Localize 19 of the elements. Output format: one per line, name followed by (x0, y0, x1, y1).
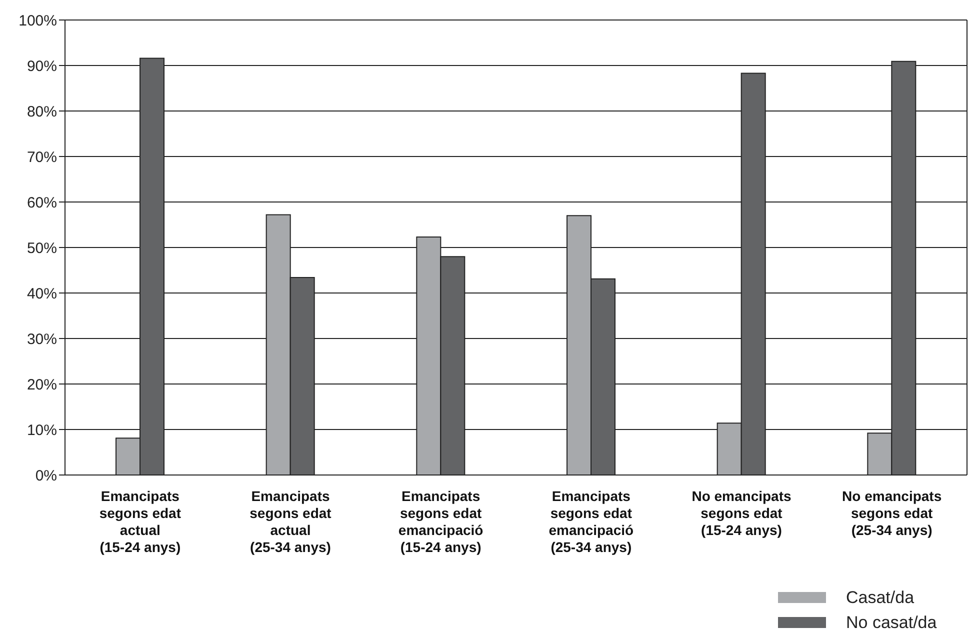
y-tick-label: 100% (18, 12, 57, 30)
y-tick-label: 20% (26, 376, 57, 394)
legend-label: Casat/da (845, 586, 914, 608)
y-tick-label: 70% (26, 148, 57, 166)
y-tick-label: 0% (35, 467, 57, 484)
x-tick-label: No emancipats segons edat (15-24 anys) (692, 488, 792, 538)
y-tick-label: 30% (26, 330, 57, 348)
x-tick-label: Emancipats segons edat actual (25-34 anys) (250, 488, 332, 555)
y-tick-label: 80% (26, 103, 57, 120)
legend-label: No casat/da (845, 612, 937, 634)
y-tick-label: 40% (26, 285, 57, 302)
y-tick-label: 90% (26, 58, 57, 75)
x-tick-label: No emancipats segons edat (25-34 anys) (842, 488, 942, 538)
y-tick-label: 50% (26, 240, 57, 257)
y-tick-label: 10% (26, 422, 57, 439)
x-tick-label: Emancipats segons edat actual (15-24 anys) (99, 488, 182, 555)
x-tick-label: Emancipats segons edat emancipació (15-24 anys) (398, 488, 484, 555)
x-tick-label: Emancipats segons edat emancipació (25-34 anys) (548, 488, 634, 555)
y-tick-label: 60% (26, 194, 57, 212)
